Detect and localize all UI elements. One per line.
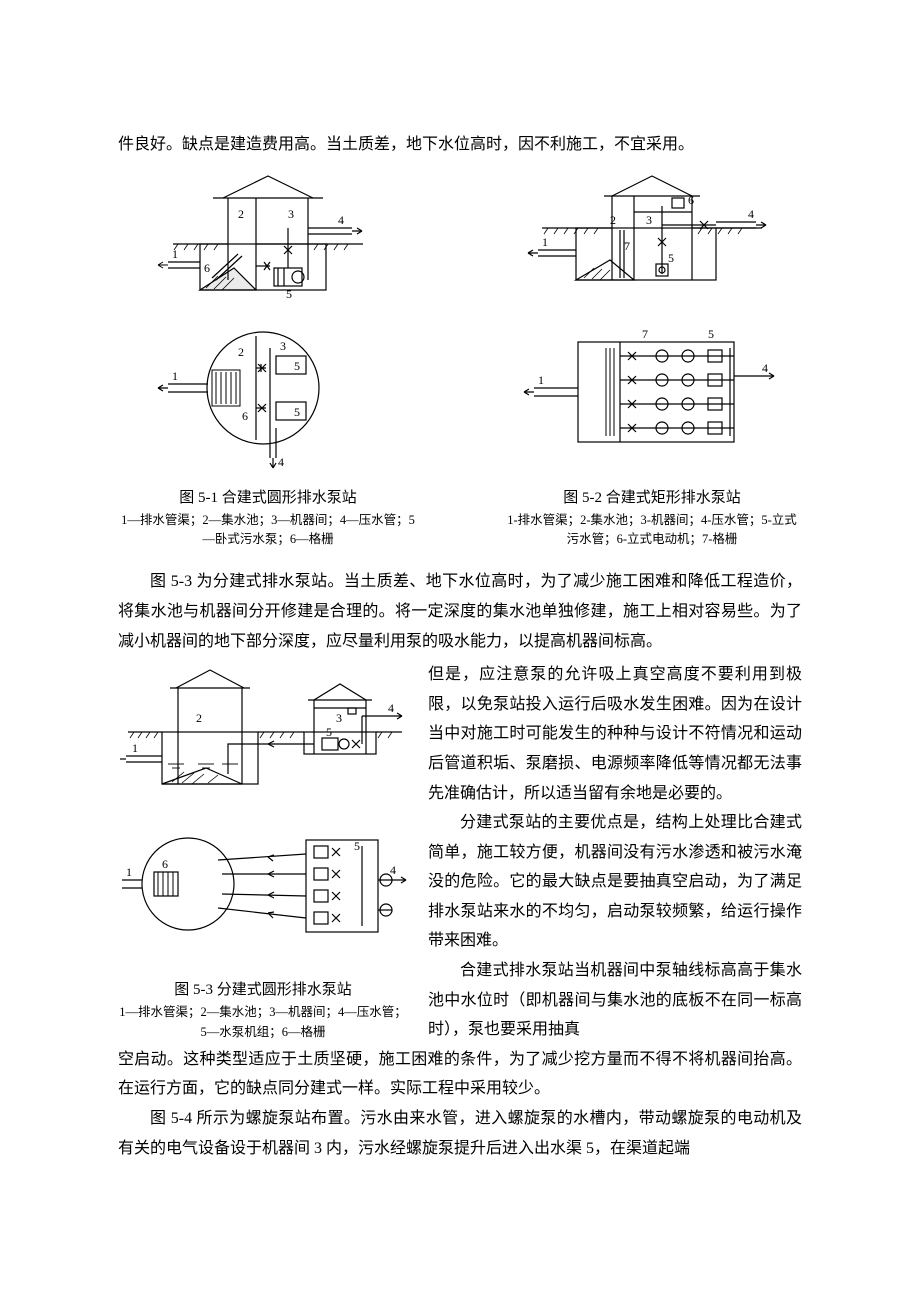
fig51-sub: 1—排水管渠；2—集水池；3—机器间；4—压水管；5—卧式污水泵；6—格栅: [118, 511, 418, 550]
svg-text:3: 3: [646, 213, 652, 227]
svg-text:6: 6: [688, 193, 694, 207]
svg-text:4: 4: [762, 361, 768, 375]
svg-text:6: 6: [242, 409, 248, 423]
figure-5-1: 1 2 3 4 5 6: [118, 168, 418, 550]
svg-text:4: 4: [748, 207, 754, 221]
tail-p1: 空启动。这种类型适应于土质坚硬，施工困难的条件，为了减少挖方量而不得不将机器间抬…: [118, 1045, 802, 1104]
svg-text:4: 4: [388, 701, 394, 715]
svg-text:7: 7: [642, 327, 648, 341]
fig53-caption: 图 5-3 分建式圆形排水泵站: [174, 980, 352, 1001]
svg-text:1: 1: [538, 373, 544, 387]
fig51-svg: 1 2 3 4 5 6: [138, 168, 398, 478]
intro-paragraph: 件良好。缺点是建造费用高。当土质差，地下水位高时，因不利施工，不宜采用。: [118, 130, 802, 160]
svg-text:4: 4: [390, 863, 396, 877]
right-p3: 合建式排水泵站当机器间中泵轴线标高高于集水池中水位时（即机器间与集水池的底板不在…: [428, 956, 802, 1045]
svg-text:7: 7: [624, 239, 630, 253]
fig52-svg: 1 2 3 4 5 6 7: [512, 168, 792, 478]
fig53-sub: 1—排水管渠；2—集水池；3—机器间；4—压水管；5—水泵机组；6—格栅: [118, 1003, 408, 1042]
svg-text:2: 2: [610, 213, 616, 227]
right-p2: 分建式泵站的主要优点是，结构上处理比合建式简单，施工较方便，机器间没有污水渗透和…: [428, 808, 802, 956]
document-page: 件良好。缺点是建造费用高。当土质差，地下水位高时，因不利施工，不宜采用。: [0, 0, 920, 1223]
fig53-svg: 1 2 3 4 5: [118, 660, 408, 970]
svg-text:5: 5: [708, 327, 714, 341]
svg-text:1: 1: [542, 235, 548, 249]
right-p1: 但是，应注意泵的允许吸上真空高度不要利用到极限，以免泵站投入运行后吸水发生困难。…: [428, 660, 802, 808]
two-column-fig53: 1 2 3 4 5: [118, 660, 802, 1045]
figure-5-3: 1 2 3 4 5: [118, 660, 408, 1042]
svg-text:4: 4: [278, 455, 284, 469]
svg-text:5: 5: [326, 725, 332, 739]
fig52-caption: 图 5-2 合建式矩形排水泵站: [563, 488, 741, 509]
fig51-caption: 图 5-1 合建式圆形排水泵站: [179, 488, 357, 509]
svg-text:5: 5: [668, 251, 674, 265]
svg-text:5: 5: [294, 405, 300, 419]
svg-text:1: 1: [172, 247, 178, 261]
svg-text:6: 6: [204, 261, 210, 275]
right-text-column: 但是，应注意泵的允许吸上真空高度不要利用到极限，以免泵站投入运行后吸水发生困难。…: [428, 660, 802, 1045]
svg-text:1: 1: [132, 741, 138, 755]
svg-text:1: 1: [172, 369, 178, 383]
svg-text:3: 3: [280, 339, 286, 353]
svg-text:3: 3: [336, 711, 342, 725]
svg-text:5: 5: [354, 839, 360, 853]
fig52-sub: 1-排水管渠；2-集水池；3-机器间；4-压水管；5-立式污水管；6-立式电动机…: [502, 511, 802, 550]
svg-text:2: 2: [238, 207, 244, 221]
svg-text:2: 2: [196, 711, 202, 725]
figure-5-2: 1 2 3 4 5 6 7: [502, 168, 802, 550]
para-53-intro: 图 5-3 为分建式排水泵站。当土质差、地下水位高时，为了减少施工困难和降低工程…: [118, 567, 802, 656]
svg-text:6: 6: [162, 857, 168, 871]
svg-text:1: 1: [126, 865, 132, 879]
svg-text:2: 2: [238, 345, 244, 359]
figure-row-51-52: 1 2 3 4 5 6: [118, 168, 802, 550]
svg-text:3: 3: [288, 207, 294, 221]
svg-text:4: 4: [338, 213, 344, 227]
svg-text:5: 5: [294, 359, 300, 373]
svg-text:5: 5: [286, 287, 292, 301]
tail-p2: 图 5-4 所示为螺旋泵站布置。污水由来水管，进入螺旋泵的水槽内，带动螺旋泵的电…: [118, 1104, 802, 1163]
